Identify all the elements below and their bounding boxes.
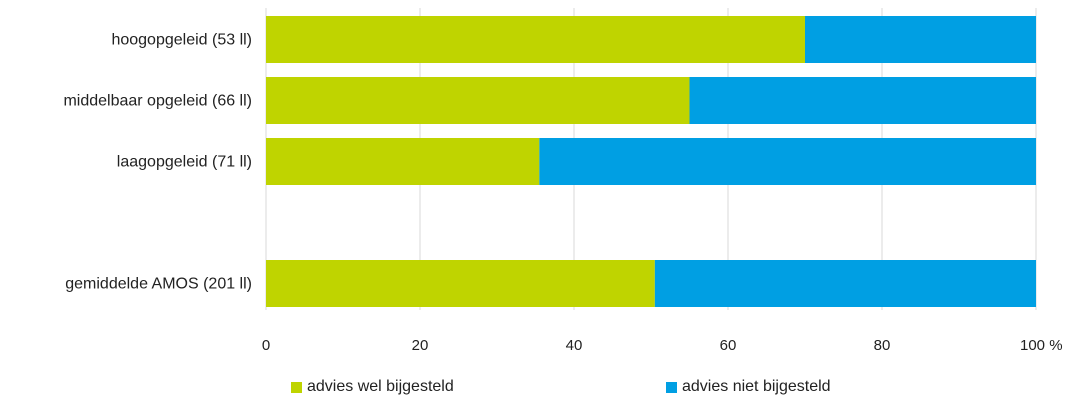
x-tick-label: 0 — [262, 337, 270, 354]
legend-item-niet: advies niet bijgesteld — [666, 378, 831, 396]
legend-label-wel: advies wel bijgesteld — [307, 378, 454, 395]
bar-segment-wel — [266, 77, 690, 124]
bar-segment-niet — [689, 77, 1036, 124]
category-label: hoogopgeleid (53 ll) — [111, 32, 252, 49]
legend: advies wel bijgesteld advies niet bijges… — [0, 378, 1083, 400]
x-tick-label: 100 % — [1020, 337, 1063, 354]
category-label: middelbaar opgeleid (66 ll) — [63, 93, 252, 110]
bar-segment-niet — [539, 138, 1036, 185]
legend-item-wel: advies wel bijgesteld — [291, 378, 454, 396]
bar-segment-niet — [805, 16, 1036, 63]
bar-segment-niet — [654, 260, 1036, 307]
x-tick-label: 60 — [720, 337, 737, 354]
legend-swatch-wel — [291, 381, 302, 393]
x-tick-label: 80 — [874, 337, 891, 354]
bar-segment-wel — [266, 138, 540, 185]
x-tick-label: 20 — [412, 337, 429, 354]
x-tick-label: 40 — [566, 337, 583, 354]
x-tick-labels: 0 20 40 60 80 100 % — [262, 337, 1063, 354]
bar-segment-wel — [266, 260, 655, 307]
legend-swatch-niet — [666, 381, 677, 393]
category-label: laagopgeleid (71 ll) — [117, 154, 252, 171]
category-label: gemiddelde AMOS (201 ll) — [65, 276, 252, 293]
bars — [266, 16, 1036, 307]
legend-label-niet: advies niet bijgesteld — [682, 378, 831, 395]
bar-segment-wel — [266, 16, 805, 63]
category-labels: hoogopgeleid (53 ll) middelbaar opgeleid … — [63, 32, 252, 293]
